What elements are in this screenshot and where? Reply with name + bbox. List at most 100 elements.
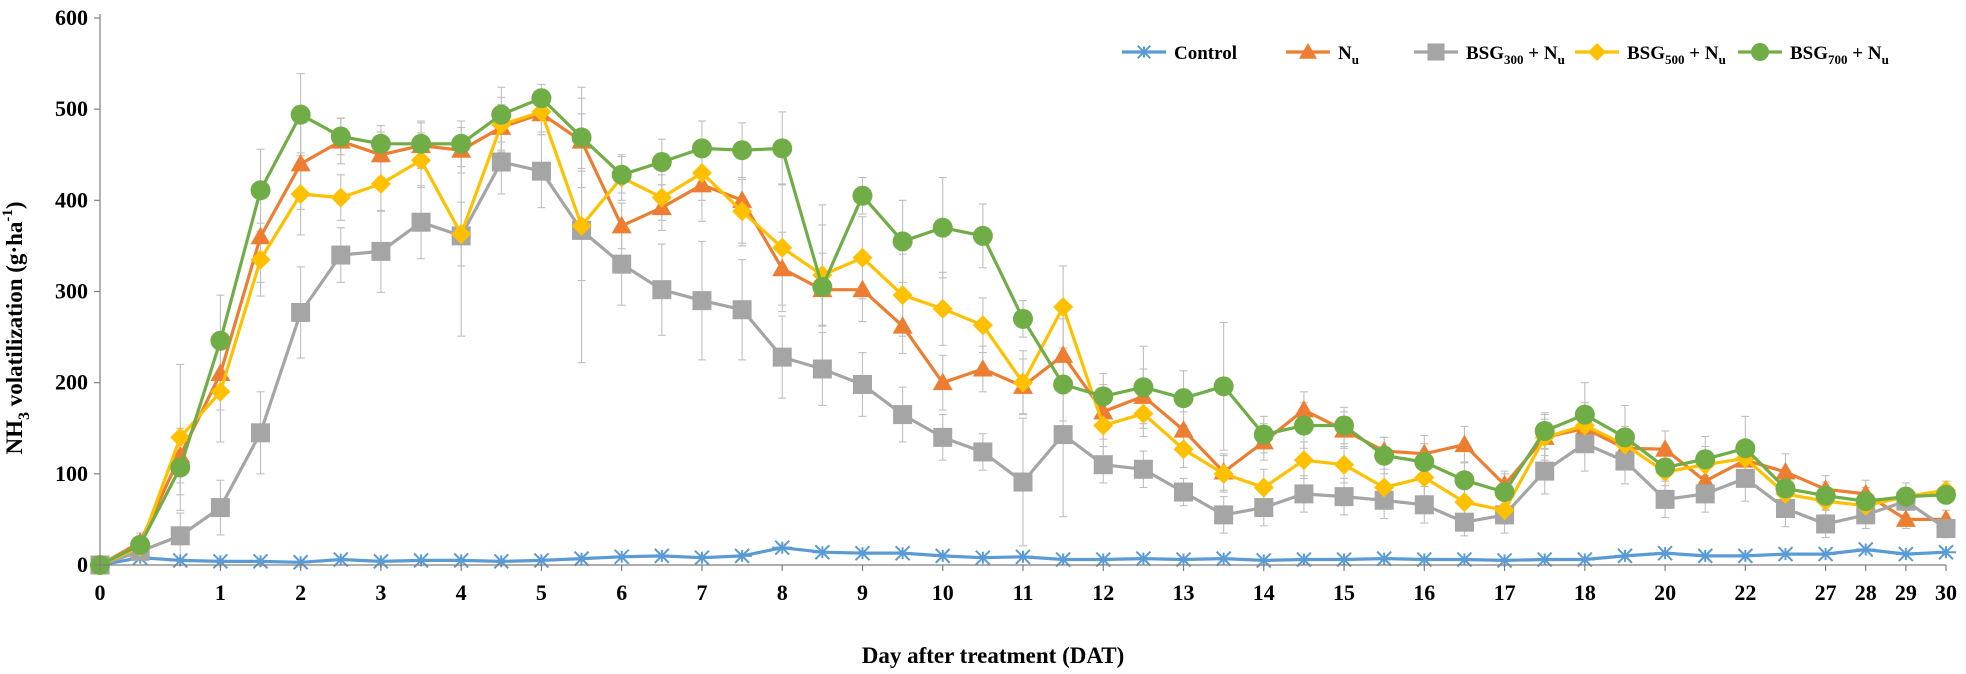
data-point — [491, 104, 512, 125]
x-tick-label: 27 — [1815, 580, 1837, 605]
data-point — [1294, 484, 1314, 504]
data-point — [210, 498, 230, 518]
data-point — [210, 381, 231, 402]
data-point — [1615, 451, 1635, 471]
data-point — [170, 526, 190, 546]
data-point — [130, 534, 151, 555]
data-point — [732, 140, 753, 161]
x-tick-label: 13 — [1173, 580, 1195, 605]
data-point — [1133, 377, 1154, 398]
data-point — [1173, 388, 1194, 409]
data-point — [1334, 415, 1355, 436]
data-point — [1575, 434, 1595, 454]
legend: Control Nu BSG300 + Nu BSG500 + Nu BSG700 + … — [1122, 43, 1889, 67]
data-point — [1334, 551, 1355, 568]
plot-area — [90, 73, 1956, 575]
x-tick-label: 8 — [777, 580, 788, 605]
x-axis: 0 1 2 3 4 5 6 7 8 9 10 11 12 13 14 15 16 17 18 20 22 27 28 29 30 — [95, 564, 1957, 605]
data-point — [932, 217, 953, 238]
data-point — [933, 427, 953, 447]
x-tick-label: 2 — [295, 580, 306, 605]
data-point — [691, 174, 712, 193]
data-point — [1775, 462, 1796, 480]
y-axis-title-main: NH — [2, 420, 27, 455]
data-point — [651, 152, 672, 173]
data-point — [1133, 403, 1154, 424]
data-point — [1535, 461, 1555, 481]
x-tick-label: 4 — [456, 580, 467, 605]
data-point — [330, 126, 351, 147]
x-tick-label: 1 — [215, 580, 226, 605]
data-point — [250, 553, 271, 570]
data-point — [1655, 439, 1676, 457]
x-tick-label: 12 — [1092, 580, 1114, 605]
data-point — [1093, 386, 1114, 407]
data-point — [1013, 472, 1033, 492]
data-point — [772, 237, 793, 258]
y-tick-label: 0 — [77, 552, 88, 577]
data-point — [812, 359, 832, 379]
data-point — [732, 300, 752, 320]
legend-label: Control — [1174, 43, 1237, 64]
data-point — [170, 457, 191, 478]
data-point — [1816, 514, 1836, 534]
data-point — [1655, 545, 1676, 561]
data-point — [932, 372, 953, 391]
data-point — [290, 183, 311, 204]
x-tick-label: 0 — [95, 580, 106, 605]
data-point — [1815, 485, 1836, 506]
data-point — [611, 215, 632, 234]
x-tick-label: 30 — [1935, 580, 1957, 605]
data-point — [250, 226, 271, 245]
data-point — [893, 405, 913, 425]
data-point — [411, 150, 432, 171]
legend-marker — [1135, 44, 1153, 60]
y-tick-label: 600 — [55, 5, 88, 30]
data-point — [1735, 438, 1756, 459]
data-point — [812, 276, 833, 297]
data-point — [1013, 308, 1033, 329]
x-tick-label: 15 — [1333, 580, 1355, 605]
x-tick-label: 9 — [857, 580, 868, 605]
data-point — [571, 215, 592, 236]
data-point — [1494, 500, 1515, 521]
data-point — [1253, 477, 1274, 498]
data-point — [732, 190, 753, 208]
data-point — [1534, 420, 1555, 441]
data-point — [210, 330, 231, 351]
data-point — [1454, 434, 1475, 453]
x-tick-label: 14 — [1253, 580, 1275, 605]
data-point — [1414, 551, 1435, 568]
y-axis-title-sub: 3 — [16, 412, 33, 420]
data-point — [370, 173, 391, 194]
legend-item-4: BSG700 + Nu — [1738, 43, 1889, 67]
data-point — [1775, 546, 1796, 562]
error-bars-1 — [136, 94, 1950, 552]
data-point — [411, 212, 431, 232]
data-point — [1213, 550, 1234, 567]
data-point — [1414, 467, 1435, 488]
data-point — [1374, 445, 1395, 466]
data-point — [932, 548, 953, 564]
data-point — [1293, 450, 1314, 471]
data-point — [1213, 463, 1234, 484]
data-point — [250, 249, 271, 270]
x-tick-label: 18 — [1574, 580, 1596, 605]
data-point — [1173, 420, 1194, 438]
legend-label: BSG300 + Nu — [1466, 43, 1565, 67]
data-point — [1374, 550, 1395, 567]
data-point — [170, 427, 191, 448]
legend-item-2: BSG300 + Nu — [1414, 43, 1565, 67]
data-point — [1936, 519, 1956, 539]
legend-label: Nu — [1338, 43, 1359, 67]
data-point — [1655, 457, 1676, 478]
data-point — [852, 247, 873, 268]
data-point — [1695, 471, 1716, 489]
legend-marker — [1751, 43, 1769, 61]
data-point — [451, 133, 472, 154]
data-point — [1895, 546, 1916, 562]
x-tick-label: 28 — [1855, 580, 1877, 605]
y-axis-title-rest: volatilization (g·ha — [2, 221, 27, 412]
data-point — [1254, 498, 1274, 518]
data-point — [370, 133, 391, 154]
